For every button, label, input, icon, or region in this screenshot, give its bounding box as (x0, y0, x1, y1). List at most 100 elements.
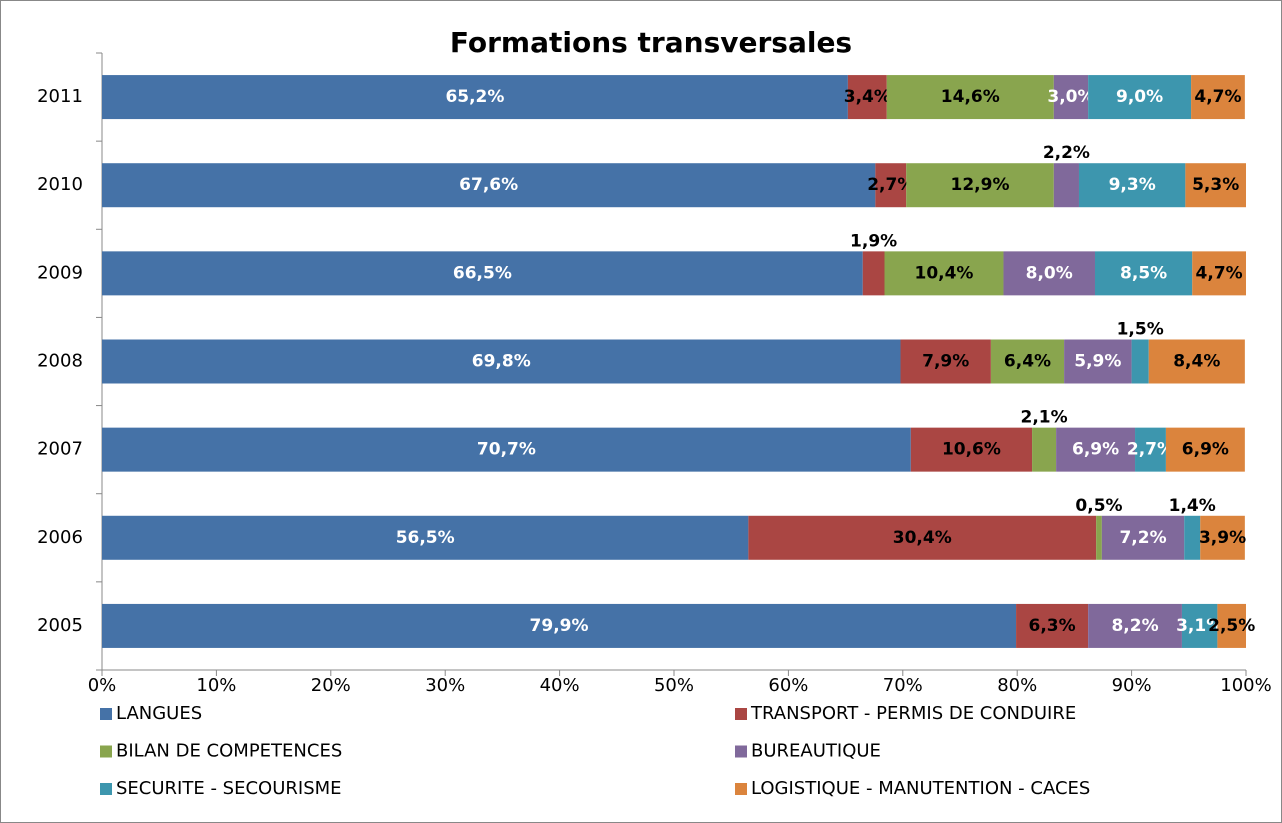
bar-segment (900, 339, 991, 384)
bar-segment (1094, 251, 1193, 296)
data-label: 14,6% (941, 87, 1000, 107)
y-tick-label: 2007 (37, 439, 83, 460)
bar-segment (906, 163, 1054, 208)
bar-segment (1064, 339, 1132, 384)
bar-segment (102, 75, 848, 120)
bar-segment (1053, 75, 1089, 120)
data-label: 56,5% (396, 528, 455, 548)
data-label: 2,1% (1021, 408, 1068, 428)
bar-segment (102, 515, 749, 560)
data-label: 3,4% (844, 87, 891, 107)
legend-label: LANGUES (116, 703, 202, 724)
data-label: 69,8% (472, 352, 531, 372)
bar-segment (1192, 251, 1246, 296)
x-tick-label: 70% (883, 675, 923, 696)
bar-segment (1056, 427, 1136, 472)
data-label: 7,2% (1119, 528, 1166, 548)
legend-label: BUREAUTIQUE (751, 741, 881, 762)
data-label: 0,5% (1075, 496, 1122, 516)
bar-segment (1101, 515, 1185, 560)
x-tick-label: 50% (654, 675, 694, 696)
bar-segment (1053, 163, 1079, 208)
data-label: 6,9% (1182, 440, 1229, 460)
bar-segment (875, 163, 907, 208)
data-label: 8,0% (1026, 263, 1073, 283)
x-tick-label: 40% (540, 675, 580, 696)
legend-label: LOGISTIQUE - MANUTENTION - CACES (751, 778, 1090, 799)
data-label: 67,6% (459, 175, 518, 195)
data-label: 8,4% (1173, 352, 1220, 372)
data-label: 3,0% (1047, 87, 1094, 107)
legend-swatch (735, 708, 747, 720)
bar-segment (1200, 515, 1245, 560)
legend-swatch (100, 783, 112, 795)
bar-segment (1184, 515, 1201, 560)
bar-segment (1185, 163, 1246, 208)
bar-segment (1088, 603, 1182, 648)
y-tick-label: 2008 (37, 351, 83, 372)
bar-segment (102, 163, 876, 208)
data-label: 5,3% (1192, 175, 1239, 195)
data-label: 3,9% (1199, 528, 1246, 548)
data-label: 3,1% (1176, 616, 1223, 636)
data-label: 2,7% (1127, 440, 1174, 460)
bar-segment (1165, 427, 1245, 472)
data-label: 70,7% (477, 440, 536, 460)
y-tick-label: 2005 (37, 615, 83, 636)
legend-swatch (735, 745, 747, 758)
bar-segment (102, 251, 863, 296)
y-tick-label: 2011 (37, 86, 83, 107)
bar-segment (1135, 427, 1166, 472)
data-label: 9,3% (1109, 175, 1156, 195)
data-label: 9,0% (1116, 87, 1163, 107)
legend-swatch (100, 708, 112, 720)
bar-segment (884, 251, 1004, 296)
data-label: 1,5% (1117, 320, 1164, 340)
bar-segment (748, 515, 1097, 560)
data-label: 65,2% (445, 87, 504, 107)
bar-segment (990, 339, 1065, 384)
bar-segment (1148, 339, 1245, 384)
bar-segment (1131, 339, 1149, 384)
data-label: 4,7% (1194, 87, 1241, 107)
legend-swatch (100, 745, 112, 758)
bar-segment (847, 75, 887, 120)
bar-segment (102, 427, 911, 472)
data-label: 66,5% (453, 263, 512, 283)
data-label: 2,5% (1208, 616, 1255, 636)
bar-segment (886, 75, 1054, 120)
data-label: 8,2% (1111, 616, 1158, 636)
data-label: 10,6% (942, 440, 1001, 460)
data-label: 6,3% (1029, 616, 1076, 636)
legend-label: BILAN DE COMPETENCES (116, 741, 342, 762)
data-label: 79,9% (530, 616, 589, 636)
y-tick-label: 2010 (37, 174, 83, 195)
bar-segment (1217, 603, 1246, 648)
y-tick-label: 2009 (37, 262, 83, 283)
data-label: 6,4% (1004, 352, 1051, 372)
y-tick-label: 2006 (37, 527, 83, 548)
bar-segment (1088, 75, 1192, 120)
x-tick-label: 30% (425, 675, 465, 696)
bar-segment (1181, 603, 1218, 648)
legend-label: TRANSPORT - PERMIS DE CONDUIRE (750, 703, 1076, 724)
data-label: 5,9% (1074, 352, 1121, 372)
data-label: 7,9% (922, 352, 969, 372)
bar-segment (862, 251, 885, 296)
chart-title: Formations transversales (450, 26, 852, 59)
x-tick-label: 20% (311, 675, 351, 696)
data-label: 12,9% (951, 175, 1010, 195)
bar-segment (1191, 75, 1245, 120)
x-tick-label: 60% (768, 675, 808, 696)
data-label: 8,5% (1120, 263, 1167, 283)
bar-segment (910, 427, 1033, 472)
bar-segment (1096, 515, 1102, 560)
bar-segment (102, 339, 901, 384)
bar-segment (1032, 427, 1057, 472)
legend-swatch (735, 783, 747, 795)
x-tick-label: 10% (196, 675, 236, 696)
bar-segment (1078, 163, 1186, 208)
data-label: 4,7% (1196, 263, 1243, 283)
x-tick-label: 80% (997, 675, 1037, 696)
